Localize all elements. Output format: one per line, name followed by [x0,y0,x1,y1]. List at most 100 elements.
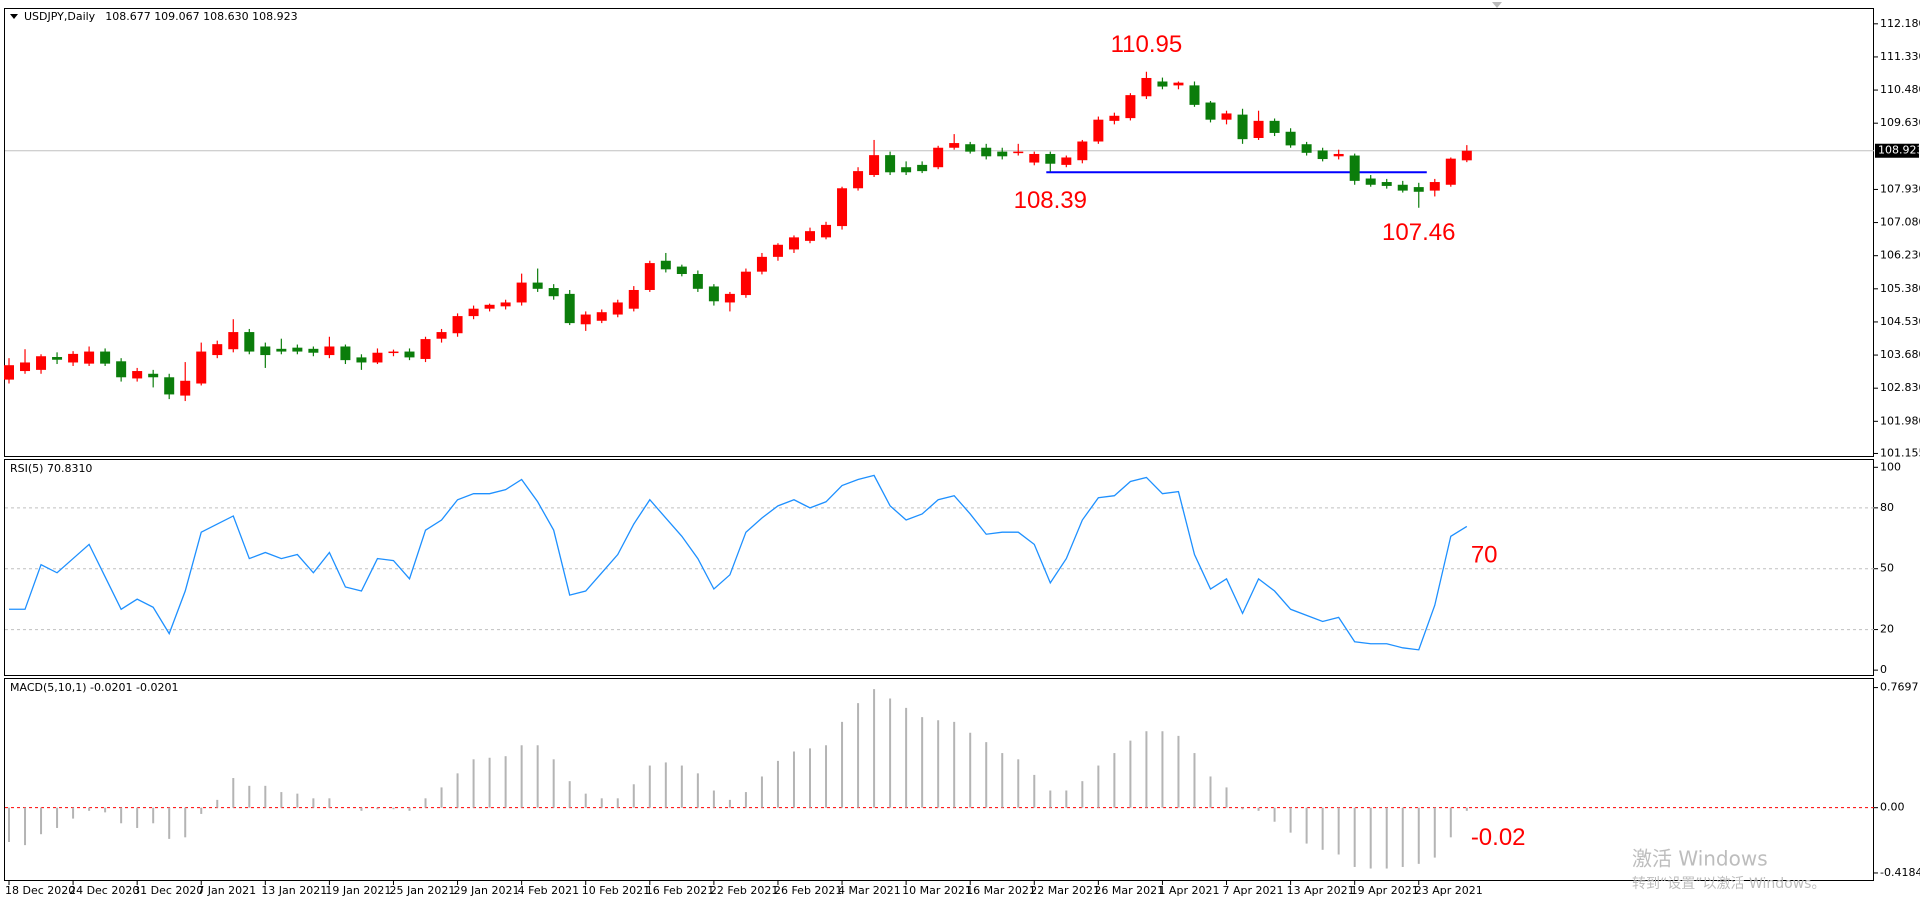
candle-body [52,357,63,360]
candle-body [1349,155,1360,181]
annotation: -0.02 [1471,824,1526,851]
candle-body [1141,77,1152,97]
y-tick-label: 107.080 [1880,216,1920,229]
candle-body [933,147,944,168]
candle-body [692,274,703,289]
candle-body [1333,153,1344,157]
candle-body [100,351,111,364]
y-tick-label: 100 [1880,460,1901,473]
x-tick-label: 19 Jan 2021 [325,884,391,897]
y-tick-label: 107.930 [1880,182,1920,195]
candle-body [1189,85,1200,105]
candle-body [164,377,175,395]
candle-body [628,289,639,309]
y-tick-label: 102.830 [1880,381,1920,394]
candle-body [84,351,95,364]
rsi-pane [4,459,1874,676]
candle-body [1445,158,1456,185]
current-price-box [1875,143,1919,158]
candle-body [756,256,767,272]
candle-body [1045,153,1056,164]
chart-header: USDJPY,Daily 108.677 109.067 108.630 108.… [24,10,298,23]
candle-body [356,357,367,363]
candle-body [1381,182,1392,186]
x-tick-label: 1 Apr 2021 [1158,884,1219,897]
x-tick-label: 23 Apr 2021 [1415,884,1483,897]
y-tick-label: 104.530 [1880,315,1920,328]
candle-body [1061,157,1072,165]
candle-body [612,302,623,315]
candle-body [372,352,383,363]
candle-body [644,263,655,290]
x-tick-label: 22 Feb 2021 [710,884,778,897]
candle-body [1237,114,1248,140]
x-tick-label: 19 Apr 2021 [1351,884,1419,897]
annotation: 107.46 [1382,219,1455,246]
y-tick-label: 0 [1880,663,1887,676]
current-price-label: 108.923 [1878,144,1920,157]
watermark: 转到“设置”以激活 Windows。 [1632,875,1825,892]
candle-body [404,351,415,358]
candle-body [4,365,14,380]
candle-body [20,362,31,372]
candle-body [1413,187,1424,192]
candle-body [917,164,928,172]
y-tick-label: 105.380 [1880,282,1920,295]
candle-body [420,339,431,359]
x-tick-label: 13 Apr 2021 [1287,884,1355,897]
candle-body [740,271,751,296]
candle-body [1205,102,1216,120]
candle-body [500,302,511,307]
x-tick-label: 4 Mar 2021 [838,884,901,897]
x-tick-label: 24 Dec 2020 [69,884,139,897]
candle-body [708,286,719,302]
candle-body [837,188,848,227]
x-tick-label: 13 Jan 2021 [261,884,327,897]
macd-title: MACD(5,10,1) -0.0201 -0.0201 [10,681,178,694]
y-tick-label: 0.7697 [1880,681,1919,694]
x-tick-label: 16 Feb 2021 [646,884,714,897]
y-tick-label: 101.155 [1880,446,1920,459]
candle-body [1077,141,1088,161]
y-tick-label: 109.630 [1880,116,1920,129]
y-tick-label: 112.180 [1880,17,1920,30]
candle-body [1429,182,1440,191]
candle-body [1285,131,1296,146]
annotation: 110.95 [1111,31,1183,58]
x-tick-label: 26 Feb 2021 [774,884,842,897]
candle-body [981,147,992,157]
candle-body [116,361,127,378]
x-tick-label: 31 Dec 2020 [133,884,203,897]
y-tick-label: 101.980 [1880,414,1920,427]
symbol-title: USDJPY,Daily [24,10,96,23]
candle-body [564,293,575,324]
menu-triangle [10,14,18,19]
y-tick-label: 0.00 [1880,801,1905,814]
candle-body [885,155,896,173]
candle-body [276,348,287,352]
candle-body [997,151,1008,157]
candle-body [1253,120,1264,138]
candle-body [660,260,671,270]
candle-body [548,288,559,297]
candle-body [788,237,799,250]
y-tick-label: 50 [1880,562,1894,575]
y-tick-label: 103.680 [1880,348,1920,361]
candle-body [484,304,495,309]
x-tick-label: 25 Jan 2021 [389,884,455,897]
candle-body [1269,120,1280,133]
candle-body [1029,153,1040,163]
candle-body [452,316,463,334]
candle-body [869,155,880,176]
candle-body [901,167,912,173]
candle-body [244,332,255,352]
candle-body [1157,81,1168,87]
candle-body [1301,144,1312,153]
y-tick-label: 20 [1880,623,1894,636]
candle-body [308,348,319,353]
candle-body [1365,178,1376,185]
y-tick-label: 111.330 [1880,50,1920,63]
x-tick-label: 29 Jan 2021 [454,884,520,897]
candle-body [148,373,159,378]
